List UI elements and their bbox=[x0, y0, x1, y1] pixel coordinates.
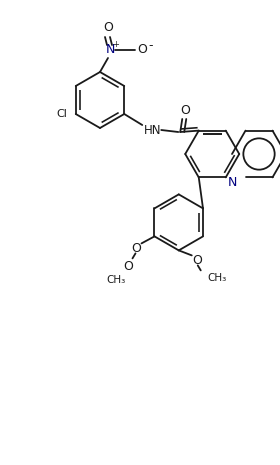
Text: O: O bbox=[192, 254, 202, 267]
Text: N: N bbox=[228, 176, 237, 189]
Text: O: O bbox=[103, 21, 113, 34]
Text: O: O bbox=[123, 260, 134, 273]
Text: -: - bbox=[149, 40, 153, 53]
Text: +: + bbox=[113, 40, 120, 49]
Text: O: O bbox=[180, 104, 190, 117]
Text: Cl: Cl bbox=[56, 109, 67, 119]
Text: CH₃: CH₃ bbox=[107, 275, 126, 286]
Text: O: O bbox=[132, 242, 141, 255]
Text: HN: HN bbox=[143, 124, 161, 137]
Text: O: O bbox=[137, 44, 147, 57]
Text: N: N bbox=[105, 44, 115, 57]
Text: CH₃: CH₃ bbox=[207, 273, 226, 283]
